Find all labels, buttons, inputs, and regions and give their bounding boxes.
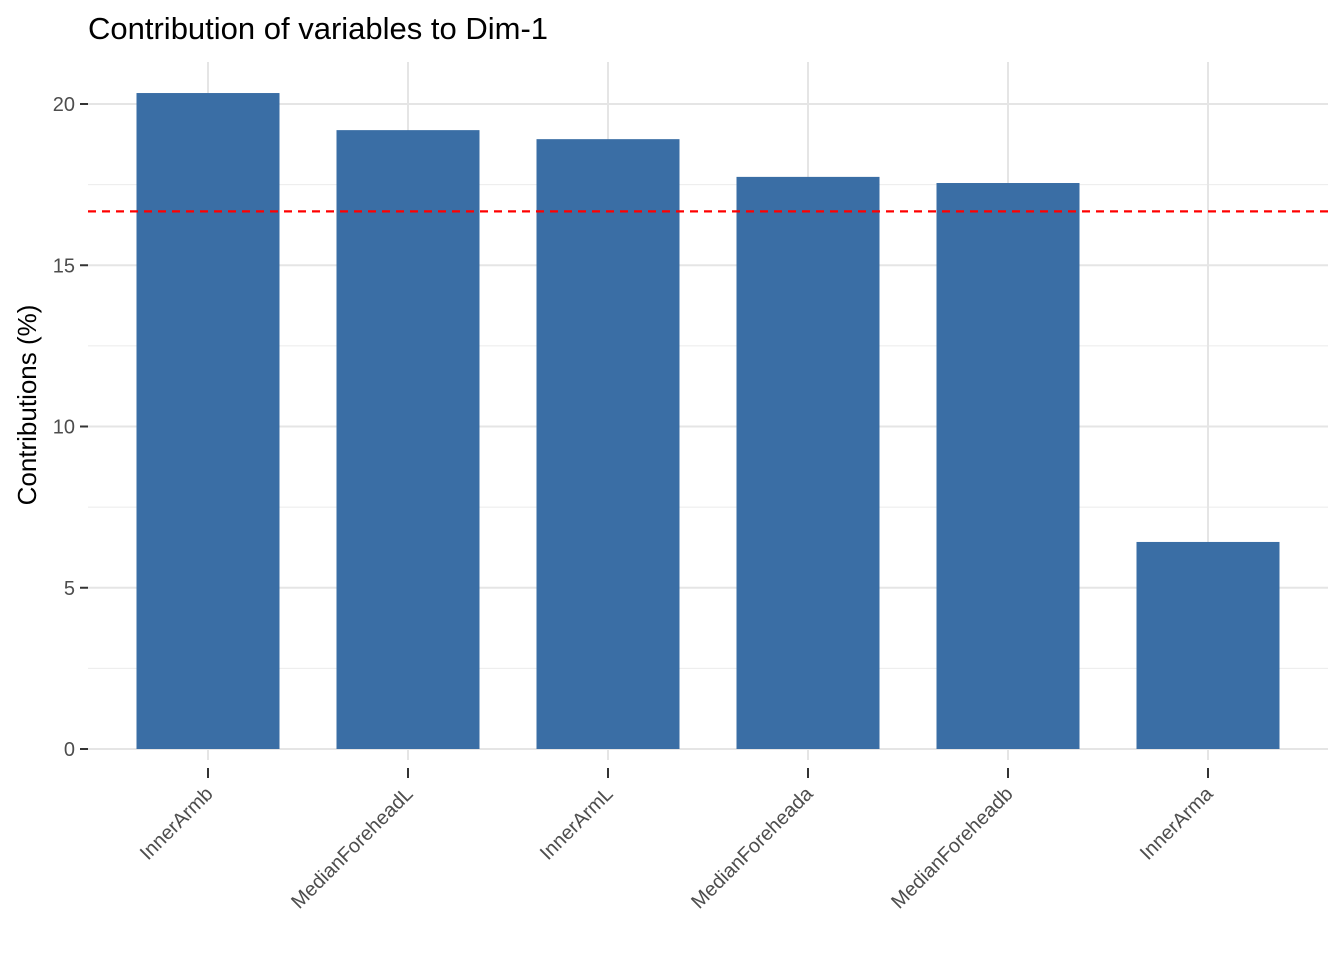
bar-MedianForeheada	[736, 176, 880, 749]
x-tick-label: MedianForeheada	[687, 782, 818, 913]
bar-InnerArmb	[136, 93, 280, 749]
y-tick-label: 15	[53, 255, 75, 277]
bar-InnerArmL	[536, 139, 680, 750]
y-tick-label: 10	[53, 417, 75, 439]
y-tick-label: 0	[64, 739, 75, 761]
x-tick-label: InnerArma	[1136, 782, 1218, 864]
bar-MedianForeheadL	[336, 130, 480, 749]
y-tick-label: 5	[64, 578, 75, 600]
chart-title: Contribution of variables to Dim-1	[88, 11, 548, 46]
x-tick-label: InnerArmL	[536, 783, 618, 865]
x-tick-label: MedianForeheadL	[287, 783, 417, 913]
x-tick-label: MedianForeheadb	[887, 783, 1017, 913]
x-tick-label: InnerArmb	[136, 783, 218, 865]
y-axis-label: Contributions (%)	[12, 305, 42, 506]
y-tick-label: 20	[53, 94, 75, 116]
bar-MedianForeheadb	[936, 183, 1080, 749]
bar-InnerArma	[1136, 541, 1280, 749]
